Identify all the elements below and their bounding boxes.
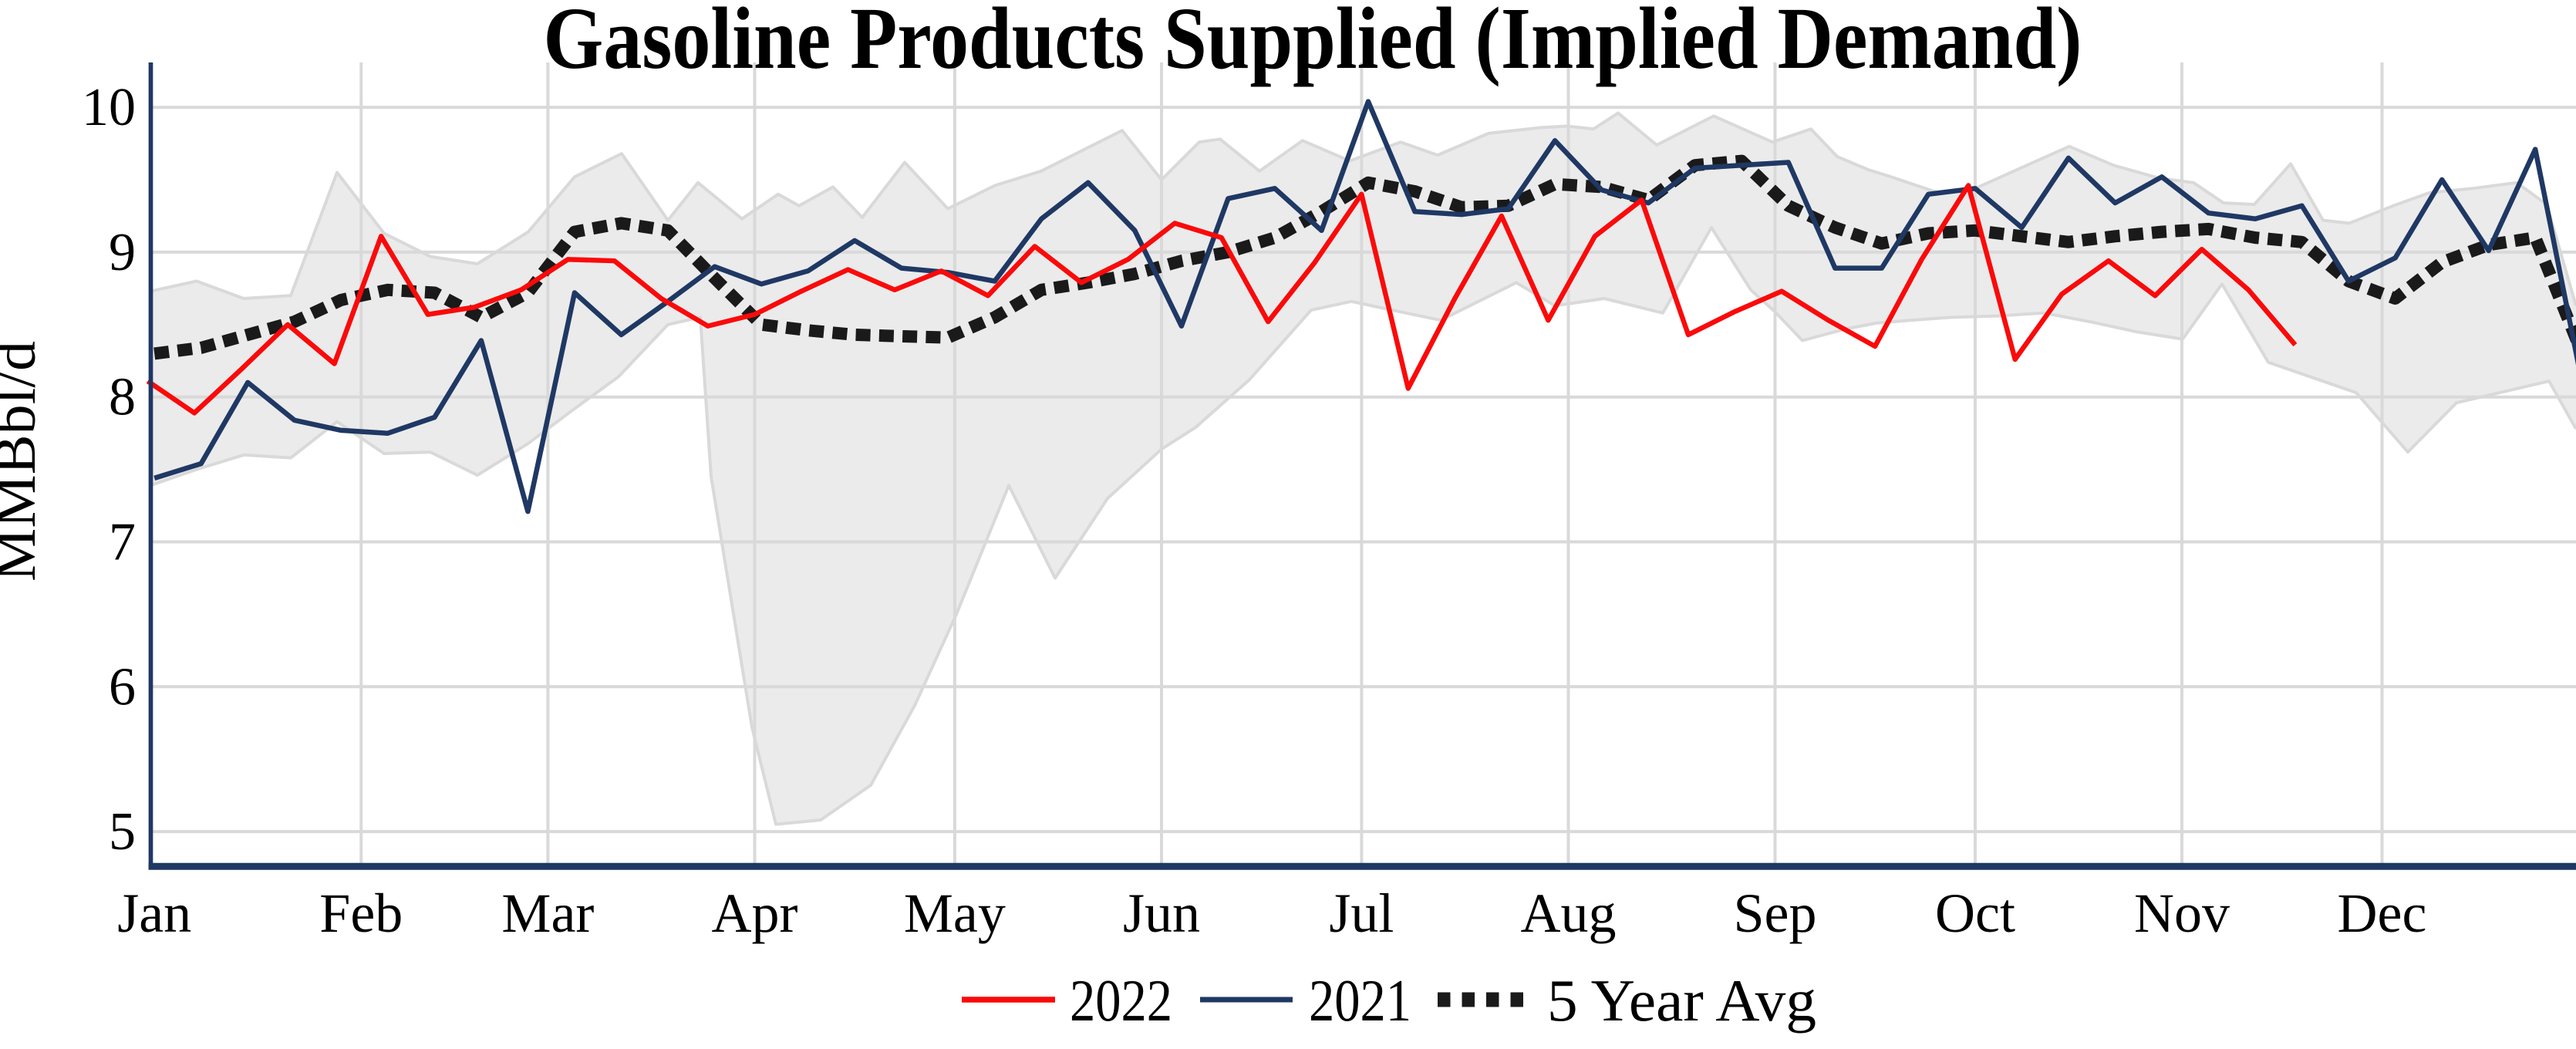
svg-text:9: 9 bbox=[109, 223, 136, 282]
svg-text:Dec: Dec bbox=[2338, 882, 2427, 944]
svg-text:Jun: Jun bbox=[1123, 882, 1200, 944]
svg-text:2022: 2022 bbox=[1070, 967, 1172, 1034]
svg-text:8: 8 bbox=[109, 368, 136, 427]
svg-text:Mar: Mar bbox=[501, 882, 594, 944]
svg-text:6: 6 bbox=[109, 657, 136, 717]
svg-text:Gasoline Products Supplied (Im: Gasoline Products Supplied (Implied Dema… bbox=[544, 0, 2082, 87]
svg-text:7: 7 bbox=[109, 513, 136, 572]
svg-text:10: 10 bbox=[82, 78, 136, 137]
svg-text:5: 5 bbox=[109, 802, 136, 862]
svg-text:May: May bbox=[904, 882, 1006, 944]
svg-text:Aug: Aug bbox=[1521, 882, 1617, 944]
svg-text:5 Year Avg: 5 Year Avg bbox=[1547, 967, 1816, 1034]
svg-text:Oct: Oct bbox=[1935, 882, 2015, 944]
svg-text:Nov: Nov bbox=[2134, 882, 2230, 944]
svg-text:Jul: Jul bbox=[1329, 882, 1394, 944]
svg-text:2021: 2021 bbox=[1309, 967, 1411, 1034]
svg-text:Sep: Sep bbox=[1734, 882, 1817, 944]
svg-text:Jan: Jan bbox=[117, 882, 191, 944]
svg-text:Feb: Feb bbox=[319, 882, 403, 944]
svg-text:Apr: Apr bbox=[712, 882, 798, 944]
svg-text:MMBbl/d: MMBbl/d bbox=[0, 341, 48, 582]
